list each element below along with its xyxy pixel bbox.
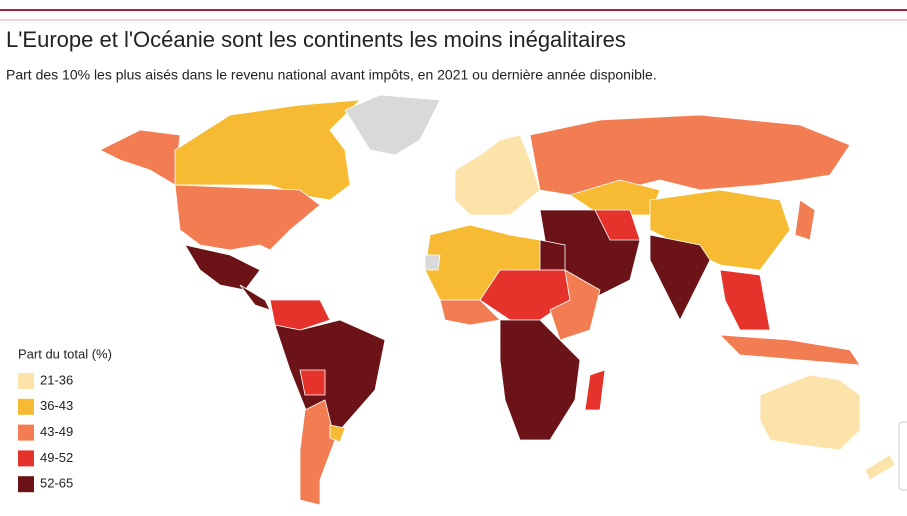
greenland [344, 94, 441, 156]
legend-swatch [18, 450, 34, 467]
world-map [99, 94, 896, 506]
legend: Part du total (%) 21-36 36-43 43-49 49-52 52… [18, 346, 112, 493]
west-africa [439, 299, 501, 326]
madagascar [584, 369, 606, 411]
china [649, 189, 791, 271]
legend-label: 52-65 [40, 476, 73, 491]
new-zealand [864, 454, 896, 481]
usa [174, 184, 321, 251]
russia [529, 114, 851, 196]
argentina-chile [299, 399, 336, 506]
legend-swatch [18, 476, 34, 493]
western-sahara [424, 254, 441, 271]
alaska [99, 129, 181, 186]
legend-swatch [18, 424, 34, 441]
central-america [239, 284, 271, 311]
uruguay [329, 424, 346, 443]
legend-swatch [18, 373, 34, 389]
indonesia [718, 334, 861, 366]
southern-africa [499, 319, 581, 441]
north-south-america [269, 299, 331, 331]
subtitle: Part des 10% les plus aisés dans le reve… [6, 67, 657, 83]
legend-label: 21-36 [40, 372, 73, 387]
legend-label: 43-49 [40, 424, 73, 439]
australia [759, 374, 861, 451]
iran [594, 209, 641, 241]
legend-title: Part du total (%) [18, 346, 112, 361]
egypt [539, 239, 566, 271]
canada [174, 99, 362, 201]
europe [454, 134, 541, 216]
mexico [184, 244, 261, 291]
title: L'Europe et l'Océanie sont les continent… [6, 27, 626, 52]
legend-label: 36-43 [40, 398, 73, 413]
legend-swatch [18, 398, 34, 415]
bolivia [299, 369, 326, 396]
japan [794, 199, 816, 241]
side-widget[interactable] [898, 421, 907, 491]
brazil-peru [274, 319, 386, 431]
southeast-asia [719, 269, 771, 331]
legend-label: 49-52 [40, 450, 73, 465]
india [649, 234, 711, 321]
